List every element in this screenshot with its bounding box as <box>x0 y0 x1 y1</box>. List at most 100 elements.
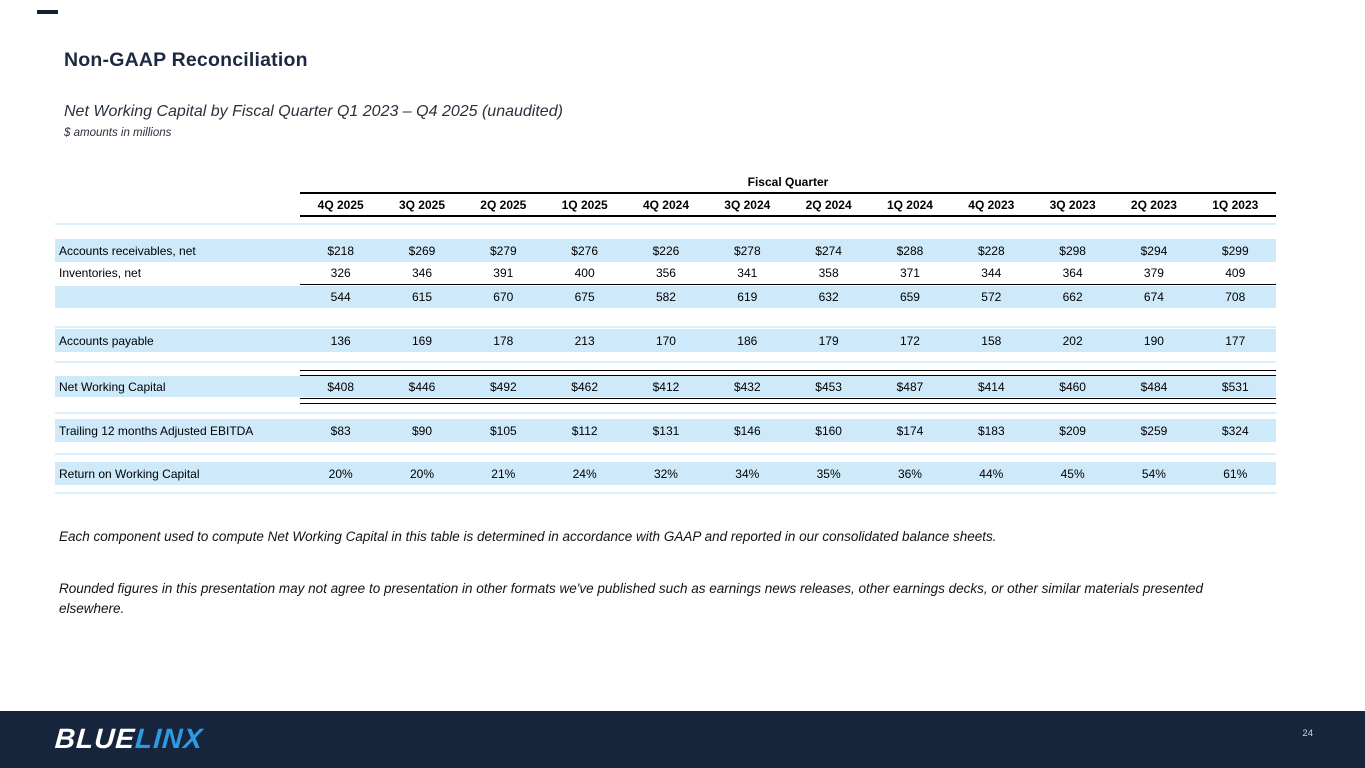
value-cell: $432 <box>733 379 761 394</box>
value-cell: $228 <box>977 243 1005 258</box>
value-cell: $487 <box>896 379 924 394</box>
column-header: 3Q 2023 <box>1049 198 1096 212</box>
value-cell: 20% <box>328 466 353 481</box>
value-cell: 61% <box>1223 466 1248 481</box>
footer-bar: BLUELINX 24 <box>0 711 1365 768</box>
column-header: 2Q 2025 <box>480 198 527 212</box>
value-cell: $278 <box>733 243 761 258</box>
value-cell: 344 <box>981 266 1002 280</box>
value-cell: 659 <box>899 290 920 304</box>
value-cell: $531 <box>1221 379 1249 394</box>
value-cell: $446 <box>408 379 436 394</box>
value-cell: 326 <box>330 266 351 280</box>
value-cell: 675 <box>574 290 595 304</box>
footnote-rounding: Rounded figures in this presentation may… <box>59 581 1203 616</box>
value-cell: 662 <box>1062 290 1083 304</box>
value-cell: $259 <box>1140 423 1168 438</box>
value-cell: 24% <box>572 466 597 481</box>
value-cell: 371 <box>899 266 920 280</box>
table-row-inventories: Inventories, net 326 346 391 400 356 341 358 371… <box>55 262 1276 284</box>
value-cell: 32% <box>653 466 678 481</box>
table-row-accounts-receivable: Accounts receivables, net $218 $269 $279 $27… <box>55 239 1276 262</box>
page-number: 24 <box>1302 728 1313 739</box>
separator-strip <box>55 361 1276 363</box>
separator-strip <box>55 492 1276 494</box>
value-cell: $492 <box>489 379 517 394</box>
value-cell: 172 <box>899 333 920 348</box>
value-cell: $112 <box>571 423 598 438</box>
column-header: 3Q 2024 <box>724 198 771 212</box>
column-header: 4Q 2025 <box>317 198 364 212</box>
row-label: Inventories, net <box>59 266 142 280</box>
value-cell: 44% <box>979 466 1004 481</box>
value-cell: $209 <box>1059 423 1086 438</box>
value-cell: 54% <box>1141 466 1166 481</box>
value-cell: $276 <box>571 243 598 258</box>
value-cell: $83 <box>330 423 351 438</box>
value-cell: 708 <box>1225 290 1246 304</box>
value-cell: $412 <box>652 379 680 394</box>
units-note: $ amounts in millions <box>64 127 172 139</box>
value-cell: 346 <box>411 266 432 280</box>
value-cell: $226 <box>652 243 680 258</box>
value-cell: $299 <box>1221 243 1249 258</box>
separator-strip <box>55 223 1276 225</box>
value-cell: 36% <box>897 466 922 481</box>
table-row-accounts-payable: Accounts payable 136 169 178 213 170 186 179 172… <box>55 329 1276 352</box>
slide-subtitle: Net Working Capital by Fiscal Quarter Q1… <box>64 103 563 120</box>
column-header: 1Q 2023 <box>1212 198 1259 212</box>
rule-under-group-header <box>300 192 1276 194</box>
value-cell: 202 <box>1062 333 1083 348</box>
value-cell: $274 <box>815 243 842 258</box>
rule-under-inventories <box>300 284 1276 285</box>
value-cell: $294 <box>1140 243 1168 258</box>
value-cell: 632 <box>818 290 839 304</box>
column-header: 2Q 2024 <box>805 198 852 212</box>
value-cell: 178 <box>493 333 514 348</box>
top-dash-decoration <box>37 10 58 14</box>
value-cell: 186 <box>737 333 758 348</box>
value-cell: 391 <box>493 266 514 280</box>
value-cell: 170 <box>655 333 676 348</box>
value-cell: 364 <box>1062 266 1083 280</box>
fiscal-quarter-group-header: Fiscal Quarter <box>747 175 829 189</box>
value-cell: $160 <box>815 423 842 438</box>
value-cell: $174 <box>896 423 924 438</box>
value-cell: $460 <box>1059 379 1086 394</box>
row-label: Accounts payable <box>59 333 154 348</box>
rule-under-column-headers <box>300 215 1276 217</box>
table-row-return-on-working-capital: Return on Working Capital 20% 20% 21% 24% 32%… <box>55 462 1276 485</box>
value-cell: 341 <box>737 266 758 280</box>
value-cell: $298 <box>1059 243 1086 258</box>
separator-strip <box>55 326 1276 328</box>
bluelinx-logo: BLUELINX <box>54 723 204 755</box>
value-cell: 674 <box>1143 290 1164 304</box>
value-cell: 45% <box>1060 466 1085 481</box>
value-cell: $288 <box>896 243 924 258</box>
value-cell: 615 <box>411 290 432 304</box>
slide-title: Non-GAAP Reconciliation <box>64 49 308 71</box>
value-cell: 177 <box>1225 333 1246 348</box>
value-cell: $218 <box>327 243 355 258</box>
row-label: Trailing 12 months Adjusted EBITDA <box>59 423 254 438</box>
value-cell: 169 <box>411 333 432 348</box>
separator-strip <box>55 412 1276 414</box>
column-headers: 4Q 2025 3Q 2025 2Q 2025 1Q 2025 4Q 2024 3Q 20… <box>300 197 1276 214</box>
value-cell: $131 <box>652 423 680 438</box>
value-cell: $484 <box>1140 379 1168 394</box>
column-header: 2Q 2023 <box>1130 198 1177 212</box>
table-row-adjusted-ebitda: Trailing 12 months Adjusted EBITDA $83 $90… <box>55 419 1276 442</box>
value-cell: $414 <box>977 379 1005 394</box>
double-rule-below-net-working-capital <box>300 398 1276 404</box>
value-cell: 21% <box>491 466 516 481</box>
value-cell: $408 <box>327 379 355 394</box>
value-cell: $146 <box>733 423 761 438</box>
value-cell: 158 <box>981 333 1002 348</box>
logo-text-blue: BLUE <box>53 723 137 754</box>
value-cell: 213 <box>574 333 595 348</box>
value-cell: 544 <box>330 290 351 304</box>
value-cell: 34% <box>735 466 760 481</box>
value-cell: 572 <box>981 290 1002 304</box>
value-cell: $324 <box>1221 423 1249 438</box>
value-cell: 379 <box>1143 266 1164 280</box>
